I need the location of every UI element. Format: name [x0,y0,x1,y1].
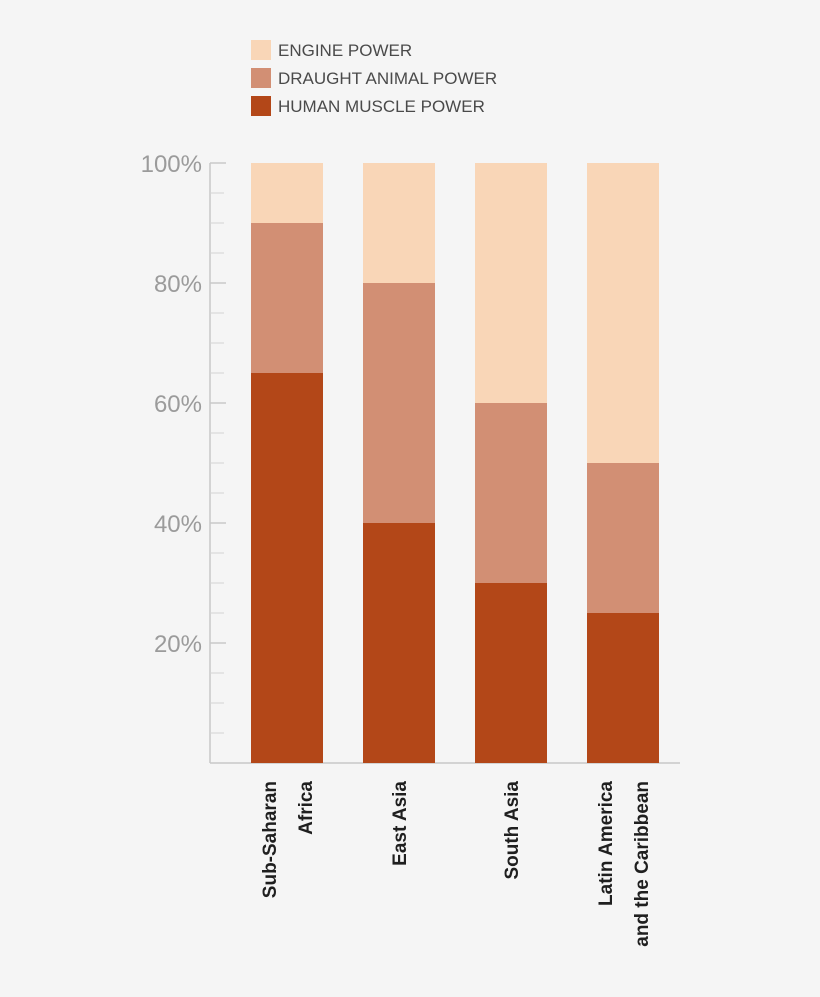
y-tick-label: 40% [154,511,202,538]
x-category-label: South Asia [502,781,523,880]
bar-segment [587,163,659,463]
x-category-label: and the Caribbean [632,781,653,947]
bar-segment [475,163,547,403]
x-category-label: Sub-Saharan [260,781,281,898]
bar-segment [363,523,435,763]
x-axis-labels: Sub-Saharan Africa East Asia South Asia Lati… [260,781,653,947]
bar-segment [587,613,659,763]
bars [251,163,659,763]
legend-label: DRAUGHT ANIMAL POWER [278,69,497,88]
legend-swatch [251,96,271,116]
legend-swatch [251,40,271,60]
bar-segment [251,373,323,763]
legend-label: HUMAN MUSCLE POWER [278,97,485,116]
y-tick-label: 20% [154,631,202,658]
bar-segment [251,163,323,223]
bar-segment [475,403,547,583]
bar-segment [363,283,435,523]
x-category-label: Latin America [596,781,617,906]
y-tick-label: 80% [154,271,202,298]
bar-segment [363,163,435,283]
legend-swatch [251,68,271,88]
bar-segment [475,583,547,763]
bar-segment [251,223,323,373]
y-tick-label: 60% [154,391,202,418]
axes: 20% 40% 60% 80% 100% [141,151,680,764]
y-tick-label: 100% [141,151,202,178]
x-category-label: Africa [296,781,317,835]
legend-label: ENGINE POWER [278,41,412,60]
x-category-label: East Asia [390,781,411,866]
legend: ENGINE POWER DRAUGHT ANIMAL POWER HUMAN MU… [251,40,497,116]
bar-segment [587,463,659,613]
